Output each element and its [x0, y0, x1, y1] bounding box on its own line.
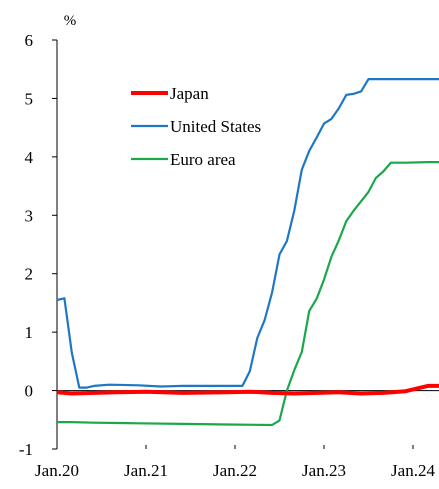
y-axis-unit-label: %	[64, 13, 77, 29]
x-tick-label: Jan.21	[124, 461, 168, 480]
y-tick-label: -1	[19, 440, 33, 459]
y-tick-label: 0	[25, 382, 34, 401]
legend: Japan United States Euro area	[131, 84, 261, 169]
y-tick-label: 6	[25, 31, 34, 50]
legend-label: Euro area	[170, 150, 236, 169]
x-tick-label: Jan.23	[302, 461, 346, 480]
y-tick-label: 4	[25, 148, 34, 167]
y-tick-label: 2	[25, 265, 34, 284]
y-tick-label: 1	[25, 323, 34, 342]
x-tick-labels: Jan.20 Jan.21 Jan.22 Jan.23 Jan.24	[35, 461, 435, 480]
x-tick-label: Jan.22	[213, 461, 257, 480]
series-lines	[56, 78, 439, 427]
legend-label: Japan	[170, 84, 209, 103]
legend-label: United States	[170, 117, 261, 136]
y-tick-label: 3	[25, 206, 34, 225]
x-tick-label: Jan.20	[35, 461, 79, 480]
series-line-euro-area	[57, 161, 439, 427]
y-tick-label: 5	[25, 89, 34, 108]
x-tick-label: Jan.24	[391, 461, 435, 480]
series-line-united-states	[56, 78, 439, 389]
series-line-japan	[56, 383, 439, 396]
y-tick-labels: -1 0 1 2 3 4 5 6	[19, 31, 34, 459]
axes	[52, 39, 439, 450]
